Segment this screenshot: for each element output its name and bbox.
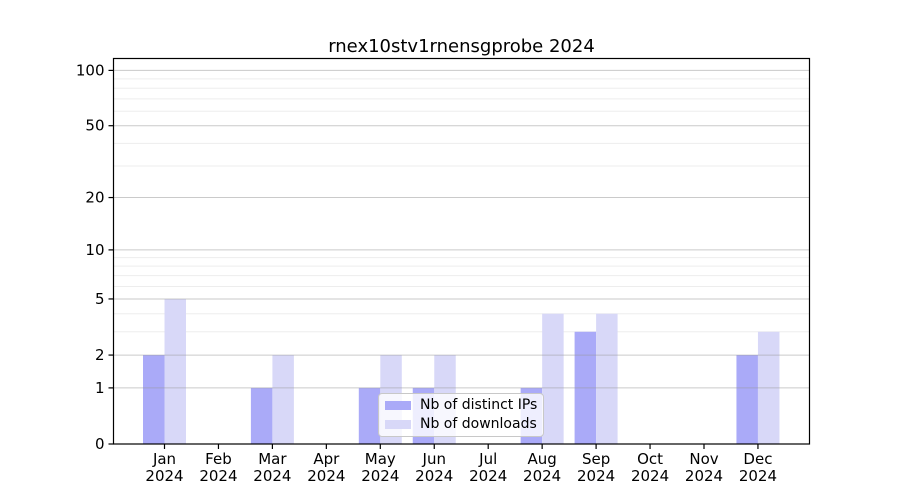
x-tick-label-year: 2024 xyxy=(685,467,723,485)
legend-swatch-downloads-icon xyxy=(385,419,411,429)
bar xyxy=(542,313,564,444)
x-tick-label-year: 2024 xyxy=(415,467,453,485)
y-tick-label: 10 xyxy=(85,241,104,259)
bar xyxy=(164,298,186,444)
x-tick-label-year: 2024 xyxy=(577,467,615,485)
x-tick-label-month: Jan xyxy=(152,450,176,468)
bar xyxy=(736,355,758,444)
y-tick-label: 50 xyxy=(85,117,104,135)
x-tick-label-month: May xyxy=(365,450,396,468)
x-tick-label-year: 2024 xyxy=(739,467,777,485)
x-tick-label-month: Dec xyxy=(743,450,772,468)
y-tick-label: 5 xyxy=(95,290,105,308)
bar xyxy=(250,387,273,444)
x-tick-label-month: Feb xyxy=(205,450,232,468)
plot-border xyxy=(112,57,811,445)
x-tick-label-month: Jun xyxy=(422,450,446,468)
y-tick-label: 20 xyxy=(85,189,104,207)
legend-item-downloads: Nb of downloads xyxy=(385,416,537,433)
y-tick-label: 100 xyxy=(76,61,105,79)
bar xyxy=(358,387,381,444)
chart-title: rnex10stv1rnensgprobe 2024 xyxy=(328,36,595,57)
x-tick-label-month: Mar xyxy=(258,450,287,468)
x-tick-label-year: 2024 xyxy=(199,467,237,485)
x-tick-label-month: Jul xyxy=(478,450,497,468)
bar xyxy=(143,355,165,444)
x-tick-label-month: Aug xyxy=(528,450,557,468)
x-tick-label-month: Nov xyxy=(689,450,718,468)
x-tick-label-year: 2024 xyxy=(361,467,399,485)
x-tick-label-year: 2024 xyxy=(469,467,507,485)
y-tick-label: 1 xyxy=(95,379,105,397)
x-tick-label-year: 2024 xyxy=(145,467,183,485)
x-tick-label-year: 2024 xyxy=(631,467,669,485)
legend-label-distinct-ips: Nb of distinct IPs xyxy=(420,397,538,414)
x-tick-label-month: Apr xyxy=(313,450,340,468)
x-tick-label-year: 2024 xyxy=(253,467,291,485)
x-tick-label-month: Sep xyxy=(582,450,610,468)
bar xyxy=(596,313,618,444)
legend-item-distinct-ips: Nb of distinct IPs xyxy=(385,397,537,414)
y-tick-label: 0 xyxy=(95,435,105,453)
y-tick-label: 2 xyxy=(95,346,105,364)
x-tick-label-year: 2024 xyxy=(523,467,561,485)
bar xyxy=(272,355,294,444)
legend: Nb of distinct IPs Nb of downloads xyxy=(378,393,544,437)
legend-label-downloads: Nb of downloads xyxy=(420,415,537,432)
x-tick-label-year: 2024 xyxy=(307,467,345,485)
legend-swatch-distinct-ips-icon xyxy=(385,401,411,411)
x-tick-label-month: Oct xyxy=(637,450,663,468)
